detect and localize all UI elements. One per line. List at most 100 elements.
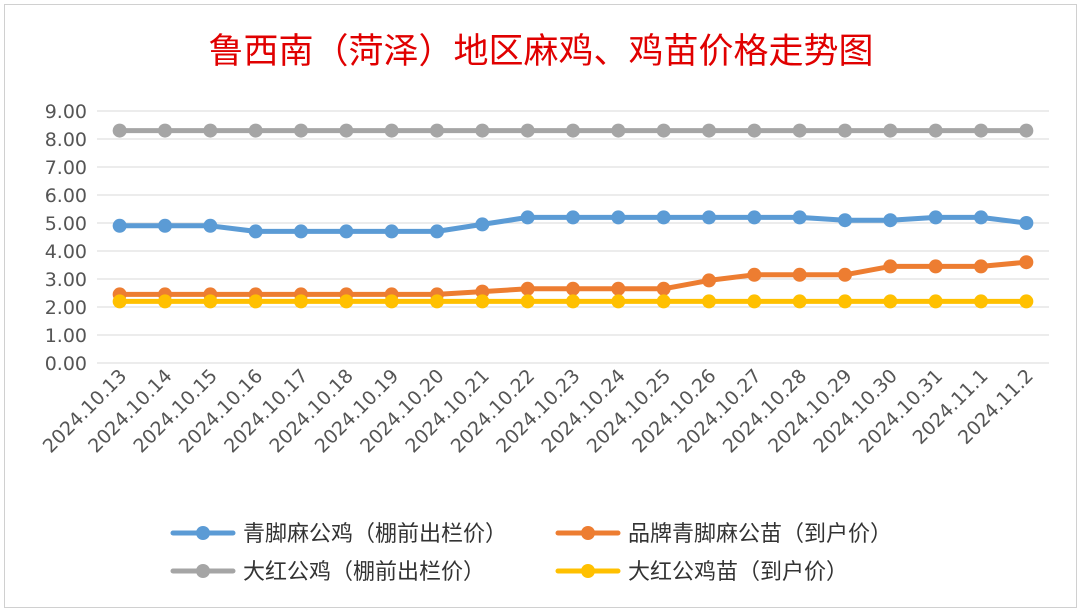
data-point bbox=[792, 123, 807, 138]
data-point bbox=[928, 210, 943, 225]
data-point bbox=[339, 123, 354, 138]
y-tick-label: 1.00 bbox=[45, 325, 87, 347]
legend-item: 青脚麻公鸡（棚前出栏价） bbox=[170, 522, 507, 547]
data-point bbox=[702, 294, 716, 309]
data-point bbox=[112, 123, 127, 138]
legend-item: 大红公鸡（棚前出栏价） bbox=[170, 560, 485, 585]
data-point bbox=[1019, 294, 1034, 309]
data-point bbox=[702, 210, 716, 225]
data-point bbox=[430, 224, 444, 239]
y-axis-ticks: 0.00 1.00 2.00 3.00 4.00 5.00 6.00 7.00 8.00 9.00 bbox=[45, 101, 87, 375]
data-point bbox=[520, 281, 535, 296]
data-point bbox=[430, 294, 444, 309]
data-point bbox=[384, 123, 399, 138]
data-point bbox=[883, 294, 898, 309]
legend-swatch-marker bbox=[581, 526, 595, 540]
data-point bbox=[838, 267, 852, 282]
data-point bbox=[611, 210, 626, 225]
data-point bbox=[566, 281, 580, 296]
data-point bbox=[248, 123, 263, 138]
y-tick-label: 5.00 bbox=[45, 213, 87, 235]
data-point bbox=[747, 123, 762, 138]
legend-swatch-marker bbox=[581, 564, 595, 578]
data-point bbox=[974, 259, 988, 274]
data-point bbox=[339, 294, 354, 309]
y-tick-label: 8.00 bbox=[45, 129, 87, 151]
data-point bbox=[656, 123, 671, 138]
series-3 bbox=[112, 123, 1034, 138]
data-point bbox=[158, 294, 172, 309]
data-point bbox=[792, 210, 807, 225]
y-tick-label: 4.00 bbox=[45, 241, 87, 263]
data-point bbox=[475, 123, 490, 138]
data-point bbox=[1019, 255, 1034, 270]
data-point bbox=[112, 218, 127, 233]
data-point bbox=[928, 294, 943, 309]
legend: 青脚麻公鸡（棚前出栏价） 品牌青脚麻公苗（到户价） 大红公鸡（棚前出栏价） 大红公鸡苗… bbox=[170, 522, 892, 585]
data-point bbox=[430, 123, 444, 138]
y-tick-label: 2.00 bbox=[45, 297, 87, 319]
line-chart: 鲁西南（菏泽）地区麻鸡、鸡苗价格走势图 0.00 1.00 2.00 3.00 4.00… bbox=[39, 32, 1049, 585]
data-point bbox=[883, 213, 898, 228]
chart-frame: 鲁西南（菏泽）地区麻鸡、鸡苗价格走势图 0.00 1.00 2.00 3.00 4.00… bbox=[4, 4, 1077, 608]
y-tick-label: 3.00 bbox=[45, 269, 87, 291]
data-point bbox=[520, 210, 535, 225]
y-tick-label: 0.00 bbox=[45, 353, 87, 375]
data-point bbox=[203, 218, 218, 233]
data-point bbox=[883, 123, 898, 138]
y-tick-label: 9.00 bbox=[45, 101, 87, 123]
data-point bbox=[112, 294, 127, 309]
data-point bbox=[248, 224, 263, 239]
legend-label: 品牌青脚麻公苗（到户价） bbox=[628, 522, 892, 547]
data-point bbox=[384, 294, 399, 309]
legend-label: 大红公鸡苗（到户价） bbox=[628, 560, 848, 585]
data-point bbox=[838, 123, 852, 138]
data-point bbox=[384, 224, 399, 239]
legend-item: 品牌青脚麻公苗（到户价） bbox=[555, 522, 892, 547]
data-point bbox=[838, 213, 852, 228]
legend-item: 大红公鸡苗（到户价） bbox=[555, 560, 848, 585]
data-point bbox=[1019, 123, 1034, 138]
data-point bbox=[747, 267, 762, 282]
data-point bbox=[974, 123, 988, 138]
data-point bbox=[475, 294, 490, 309]
data-point bbox=[339, 224, 354, 239]
data-point bbox=[656, 210, 671, 225]
data-point bbox=[248, 294, 263, 309]
chart-title: 鲁西南（菏泽）地区麻鸡、鸡苗价格走势图 bbox=[208, 32, 873, 72]
legend-label: 大红公鸡（棚前出栏价） bbox=[243, 560, 485, 585]
data-point bbox=[838, 294, 852, 309]
data-point bbox=[883, 259, 898, 274]
data-point bbox=[656, 294, 671, 309]
data-point bbox=[792, 267, 807, 282]
data-point bbox=[656, 281, 671, 296]
y-tick-label: 6.00 bbox=[45, 185, 87, 207]
data-point bbox=[1019, 216, 1034, 230]
data-point bbox=[974, 294, 988, 309]
data-point bbox=[611, 281, 626, 296]
data-point bbox=[520, 294, 535, 309]
series-lines bbox=[112, 123, 1034, 309]
data-point bbox=[520, 123, 535, 138]
legend-swatch-marker bbox=[196, 564, 210, 578]
data-point bbox=[294, 224, 308, 239]
data-point bbox=[158, 218, 172, 233]
data-point bbox=[928, 123, 943, 138]
data-point bbox=[203, 294, 218, 309]
data-point bbox=[702, 123, 716, 138]
data-point bbox=[974, 210, 988, 225]
legend-label: 青脚麻公鸡（棚前出栏价） bbox=[243, 522, 507, 547]
data-point bbox=[566, 210, 580, 225]
gridlines bbox=[97, 110, 1049, 364]
data-point bbox=[747, 294, 762, 309]
data-point bbox=[294, 294, 308, 309]
data-point bbox=[611, 123, 626, 138]
data-point bbox=[566, 294, 580, 309]
data-point bbox=[792, 294, 807, 309]
series-4 bbox=[112, 294, 1034, 309]
data-point bbox=[294, 123, 308, 138]
legend-swatch-marker bbox=[196, 526, 210, 540]
x-axis-ticks: 2024.10.132024.10.142024.10.152024.10.16… bbox=[39, 365, 1038, 457]
series-1 bbox=[112, 210, 1034, 239]
data-point bbox=[611, 294, 626, 309]
